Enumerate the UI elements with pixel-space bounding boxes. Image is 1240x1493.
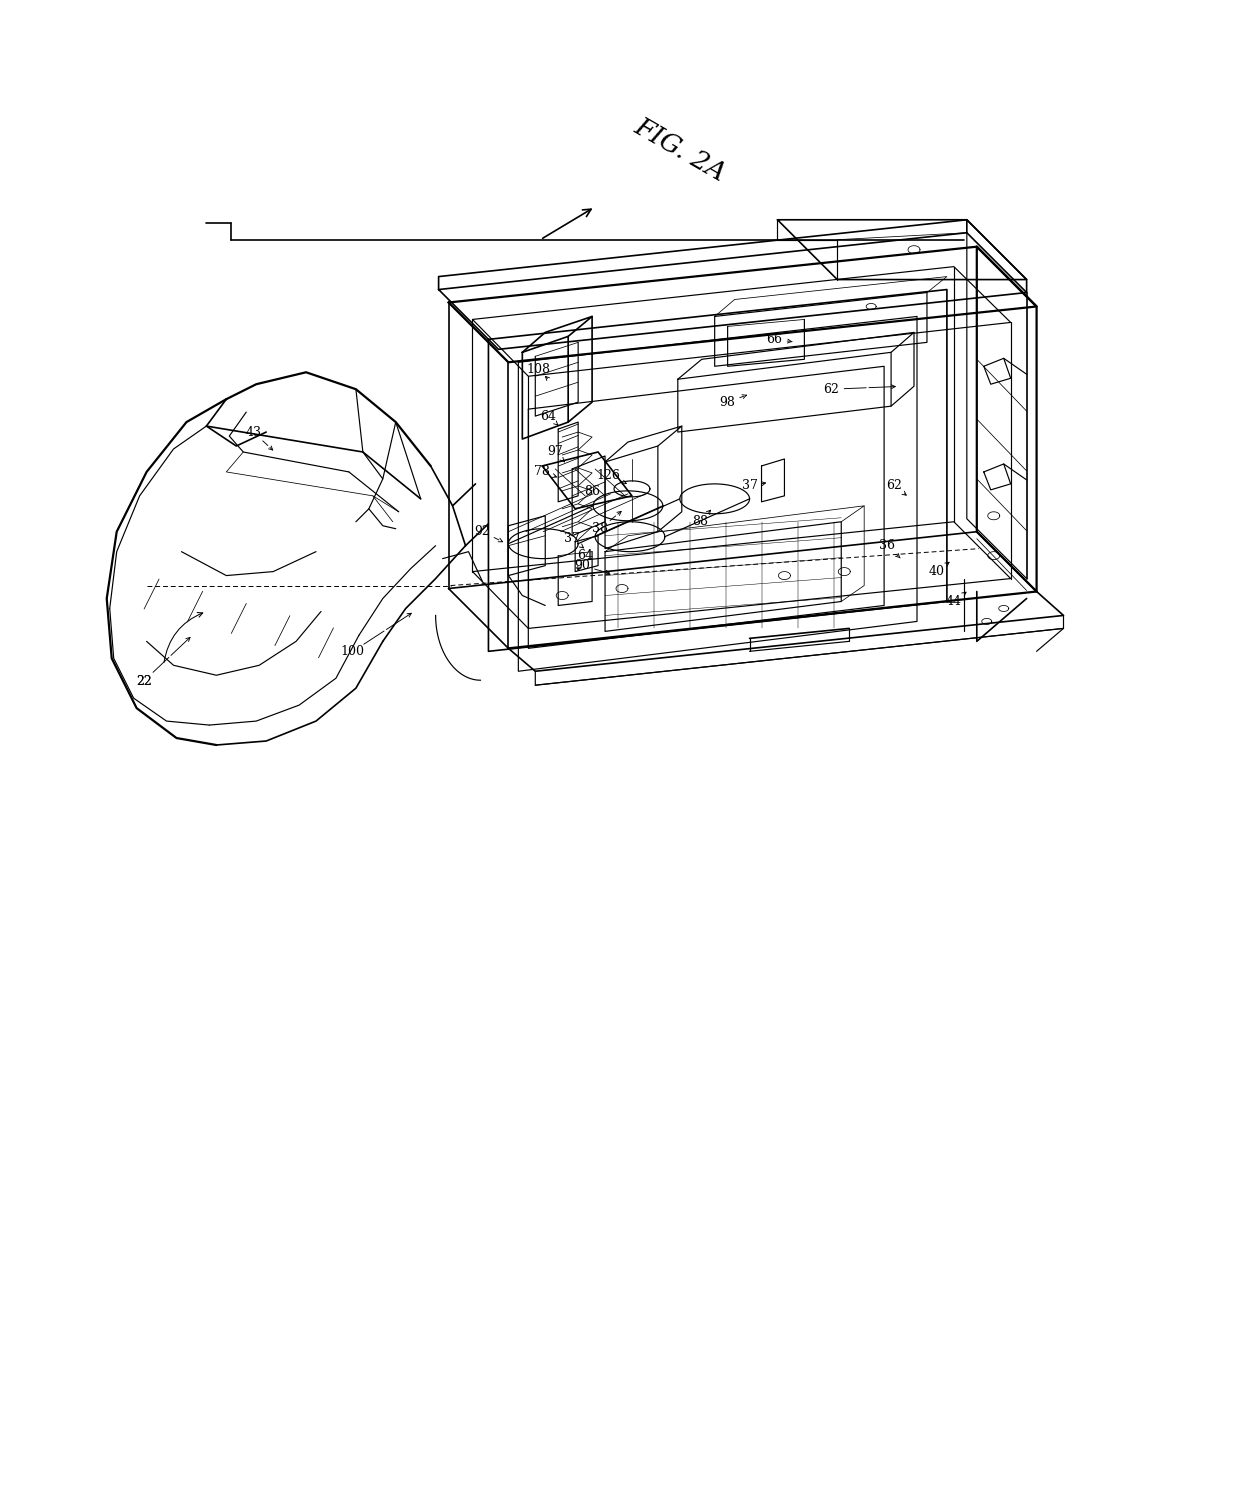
Text: 66: 66	[766, 333, 782, 346]
Text: 100: 100	[341, 645, 365, 658]
Text: 126: 126	[596, 469, 620, 482]
Text: 22: 22	[135, 675, 151, 688]
Text: 92: 92	[475, 526, 490, 537]
Text: FIG. 2A: FIG. 2A	[630, 113, 730, 187]
Text: 62: 62	[887, 479, 901, 493]
Text: 37: 37	[742, 479, 758, 493]
Text: 86: 86	[584, 485, 600, 499]
Text: 90: 90	[574, 558, 590, 572]
Text: 36: 36	[879, 539, 895, 552]
Text: 44: 44	[946, 596, 962, 608]
Text: 38: 38	[591, 523, 608, 534]
Text: 62: 62	[823, 382, 839, 396]
Text: 88: 88	[692, 515, 708, 529]
Text: 43: 43	[246, 426, 262, 439]
Text: 64: 64	[577, 549, 593, 563]
Text: 97: 97	[547, 445, 563, 458]
Text: 22: 22	[135, 675, 151, 688]
Text: 78: 78	[534, 466, 551, 478]
Text: 37: 37	[564, 532, 580, 545]
Text: 108: 108	[526, 363, 551, 376]
Text: 64: 64	[541, 409, 557, 423]
Text: 40: 40	[929, 564, 945, 578]
Text: 98: 98	[719, 396, 735, 409]
